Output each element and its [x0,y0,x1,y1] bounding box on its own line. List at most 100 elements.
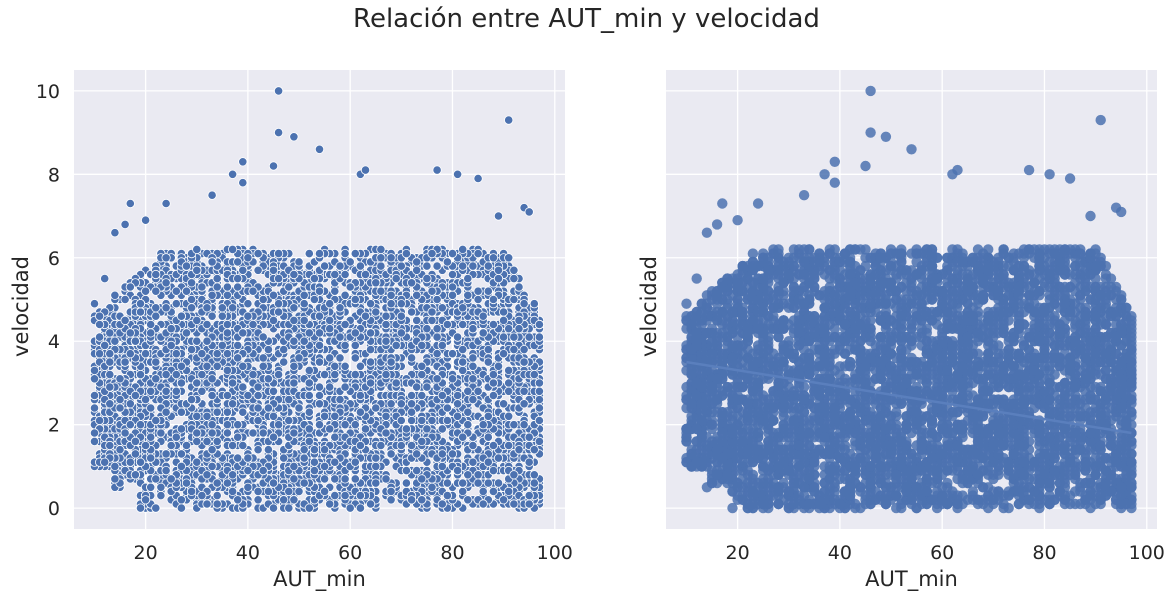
data-point [95,319,105,330]
data-point [197,282,207,292]
data-point [258,361,268,371]
data-point [120,357,130,367]
data-point [314,399,325,409]
data-point [509,273,519,284]
data-point [268,411,279,421]
data-point [468,353,478,363]
data-point [319,474,330,484]
data-point [488,294,498,305]
data-point [309,457,319,467]
data-point [105,328,115,338]
data-point [509,420,519,430]
data-point [386,299,396,309]
data-point [432,261,442,271]
data-point [504,486,514,496]
data-point [187,394,197,405]
data-point [141,394,151,405]
data-point [458,478,468,488]
data-point [483,457,493,467]
data-point [212,499,222,509]
data-point [509,470,519,480]
data-point [422,273,432,284]
data-point [243,465,253,476]
data-point [504,253,514,263]
data-point [197,490,207,501]
data-point [488,319,498,330]
data-point [268,386,279,396]
data-point [442,403,452,413]
data-point [478,420,488,430]
data-point [488,465,498,476]
data-point [258,428,268,438]
data-point [253,403,263,413]
data-point [340,290,350,300]
data-point [340,340,350,350]
data-point [314,249,325,259]
data-point [161,278,171,288]
data-point [396,261,406,271]
data-point [493,478,504,488]
data-point [125,457,135,467]
data-point [498,349,509,359]
data-point [161,386,171,396]
data-point [350,474,360,484]
data-point [130,390,140,401]
data-point [238,407,248,417]
data-point [519,420,529,430]
data-point [268,432,279,442]
data-point [340,382,350,392]
data-point [483,286,493,296]
data-point [437,303,447,313]
data-point [212,490,222,501]
data-point [452,332,463,342]
data-point [529,470,539,480]
data-point [273,369,284,380]
data-point [417,369,427,380]
data-point [279,453,289,463]
data-point [268,290,279,300]
data-point [381,311,391,321]
data-point [222,290,232,300]
data-point [238,361,248,371]
data-point [406,390,417,401]
data-point [330,490,340,501]
data-point [212,361,222,371]
data-point [422,424,432,434]
data-point [171,299,181,309]
data-point [514,282,524,292]
data-point [304,378,314,388]
data-point [181,286,192,296]
data-point [355,361,365,371]
data-point [483,261,493,271]
data-point [488,390,498,401]
data-point [386,495,396,505]
data-point [228,399,238,409]
data-point [115,445,125,455]
data-point [401,465,411,476]
data-point [534,415,545,426]
data-point [432,374,442,384]
data-point [330,474,340,484]
data-point [187,278,197,288]
data-point [335,303,345,313]
data-point [325,299,335,309]
data-point [432,332,442,342]
data-point [314,390,325,401]
data-point [396,399,406,409]
data-point [468,361,478,371]
data-point [427,286,437,296]
data-point [161,449,171,459]
data-point [468,457,478,467]
data-point [483,478,493,488]
data-point [299,336,309,346]
data-point [279,344,289,355]
data-point [422,382,432,392]
data-point [314,286,325,296]
data-point [473,249,483,259]
data-point [222,328,232,338]
data-point [95,311,105,321]
data-point [498,332,509,342]
data-point [238,265,248,275]
data-point [284,415,294,426]
data-point [243,453,253,463]
